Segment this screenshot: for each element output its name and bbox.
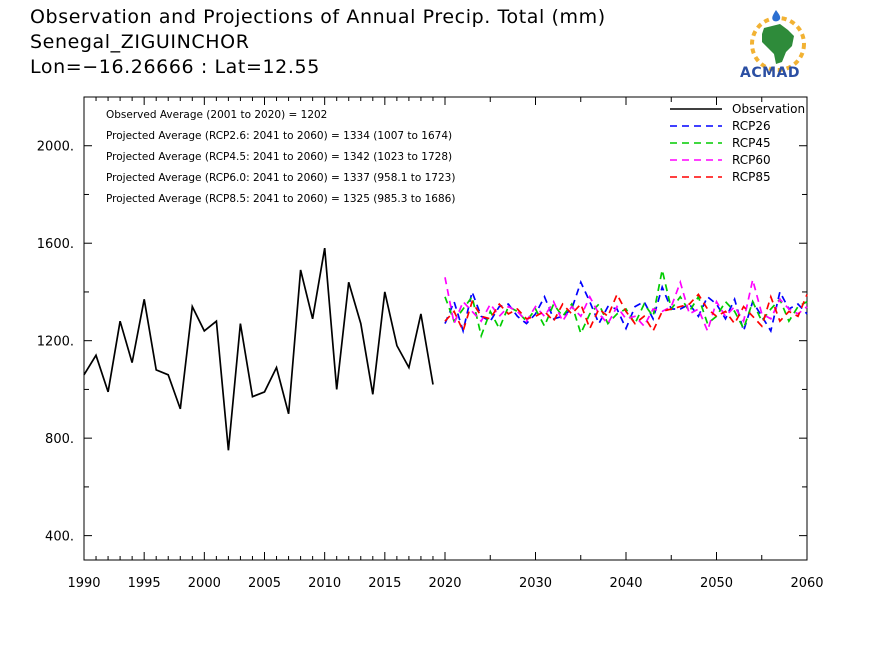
stats-block: Observed Average (2001 to 2020) = 1202 Pr… [106,109,455,205]
x-tick-label: 2050 [700,576,733,591]
series-line-rcp60 [444,277,808,334]
acmad-logo [750,10,806,72]
x-tick-label: 2000 [188,576,221,591]
legend-label: RCP85 [732,170,771,184]
legend-label: RCP60 [732,153,771,167]
series-line-rcp85 [444,292,808,334]
plot-frame [83,96,808,561]
y-tick-label: 1600. [37,237,74,252]
series-line-rcp45 [444,269,808,339]
y-tick-label: 2000. [37,140,74,155]
y-tick-label: 1200. [37,335,74,350]
x-tick-label: 2060 [790,576,823,591]
x-tick-label: 2040 [609,576,642,591]
x-tick-label: 2005 [248,576,281,591]
stats-line: Projected Average (RCP6.0: 2041 to 2060)… [106,172,455,184]
stats-line: Projected Average (RCP2.6: 2041 to 2060)… [106,130,452,142]
series-line-observation [83,247,434,451]
series-layer [83,247,808,451]
legend-label: Observation [732,102,805,116]
chart-title-line2: Senegal_ZIGUINCHOR [30,31,250,53]
chart-title-line1: Observation and Projections of Annual Pr… [30,6,606,28]
legend-label: RCP45 [732,136,771,150]
x-tick-label: 2015 [368,576,401,591]
legend: Observation RCP26 RCP45 RCP60 RCP85 [670,102,805,184]
x-tick-label: 2010 [308,576,341,591]
axes: 400. 800. 1200. 1600. 2000. 1990 1995 2000 2005 2… [37,96,824,591]
acmad-logo-text: ACMAD [740,65,800,81]
x-tick-label: 2020 [428,576,461,591]
x-tick-label: 1995 [128,576,161,591]
chart-title-line3: Lon=−16.26666 : Lat=12.55 [30,56,320,78]
stats-line: Observed Average (2001 to 2020) = 1202 [106,109,327,121]
y-tick-label: 400. [45,530,74,545]
stats-line: Projected Average (RCP4.5: 2041 to 2060)… [106,151,452,163]
stats-line: Projected Average (RCP8.5: 2041 to 2060)… [106,193,455,205]
y-tick-label: 800. [45,432,74,447]
x-tick-label: 2030 [519,576,552,591]
series-line-rcp26 [444,279,808,335]
legend-label: RCP26 [732,119,771,133]
x-tick-label: 1990 [67,576,100,591]
